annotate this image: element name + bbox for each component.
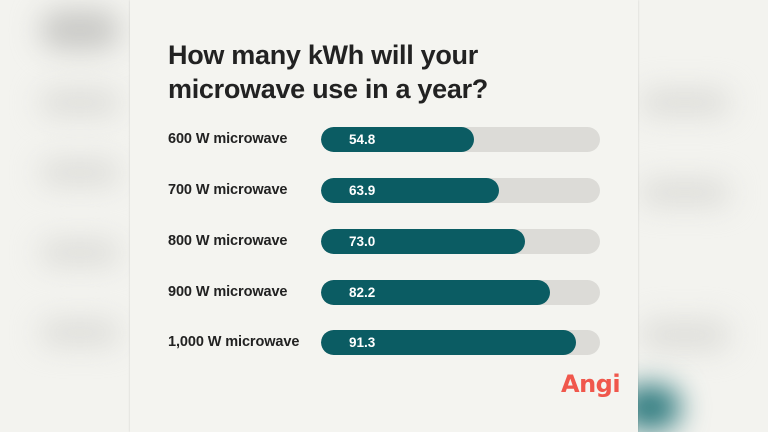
bar-track: 91.3 [321,330,600,355]
bar-value: 63.9 [349,183,376,198]
bar-value: 82.2 [349,285,376,300]
chart-title: How many kWh will your microwave use in … [168,40,488,104]
bar-row: 700 W microwave 63.9 [168,178,608,204]
bar-row: 900 W microwave 82.2 [168,280,608,306]
bar-row: 600 W microwave 54.8 [168,127,608,153]
bar-row: 800 W microwave 73.0 [168,229,608,255]
bar-track: 63.9 [321,178,600,203]
bar-fill: 91.3 [321,330,576,355]
bar-label: 600 W microwave [168,131,288,147]
bar-label: 700 W microwave [168,182,288,198]
bar-label: 1,000 W microwave [168,334,300,350]
infographic-card: How many kWh will your microwave use in … [130,0,638,432]
bar-track: 82.2 [321,280,600,305]
bar-value: 54.8 [349,132,376,147]
bar-label: 800 W microwave [168,233,288,249]
bar-track: 73.0 [321,229,600,254]
bar-fill: 63.9 [321,178,500,203]
bar-value: 91.3 [349,335,376,350]
bar-row: 1,000 W microwave 91.3 [168,330,608,356]
bar-label: 900 W microwave [168,284,288,300]
bar-fill: 73.0 [321,229,525,254]
bar-track: 54.8 [321,127,600,152]
bar-fill: 82.2 [321,280,551,305]
bar-value: 73.0 [349,234,376,249]
angi-logo: Angi [561,370,621,398]
bar-fill: 54.8 [321,127,474,152]
